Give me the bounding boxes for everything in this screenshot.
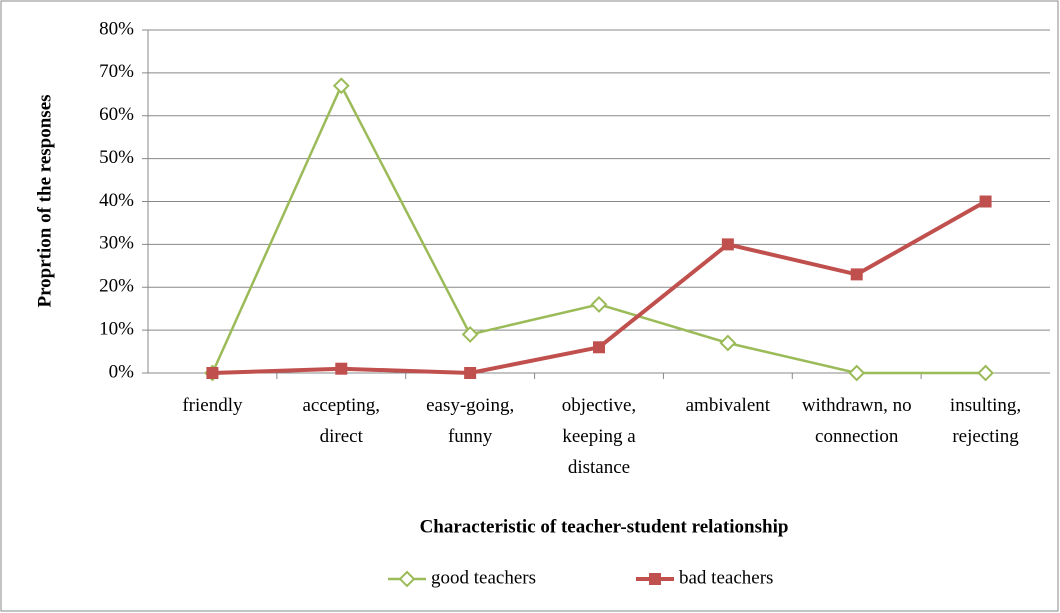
x-tick-label: friendly (182, 395, 243, 416)
y-tick-label: 80% (99, 18, 134, 39)
y-tick-label: 0% (109, 361, 135, 382)
legend-label: good teachers (431, 567, 536, 588)
x-tick-label: ambivalent (685, 395, 771, 416)
legend-marker (398, 570, 416, 588)
legend-marker (649, 573, 661, 585)
y-tick-label: 10% (99, 318, 134, 339)
y-tick-label: 50% (99, 147, 134, 168)
y-tick-label: 20% (99, 276, 134, 297)
x-tick-label: accepting, direct (302, 395, 381, 447)
y-tick-label: 60% (99, 104, 134, 125)
legend-label: bad teachers (679, 567, 773, 588)
point (850, 268, 863, 281)
point (335, 362, 348, 375)
point (593, 341, 605, 354)
point (719, 334, 737, 352)
x-tick-label: withdrawn, no connection (801, 395, 912, 447)
point (848, 364, 866, 382)
point (721, 238, 734, 251)
x-tick-label: easy-going, funny (426, 395, 515, 447)
point (979, 195, 992, 208)
point (590, 295, 608, 313)
x-tick-label: objective, keeping a distance (561, 395, 637, 478)
y-axis-label: Proprtion of the responses (34, 94, 55, 307)
point (464, 367, 477, 379)
y-tick-label: 30% (99, 233, 134, 254)
point (206, 367, 219, 379)
point (977, 364, 994, 382)
y-tick-label: 40% (99, 190, 134, 211)
x-axis-label: Characteristic of teacher-student relati… (420, 516, 789, 537)
point (461, 325, 479, 343)
y-tick-label: 70% (99, 61, 134, 82)
x-tick-label: insulting, rejecting (949, 395, 1022, 447)
point (332, 77, 350, 95)
